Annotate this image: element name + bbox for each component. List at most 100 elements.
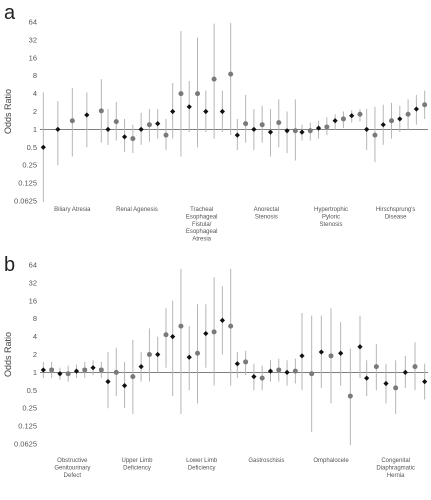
point-estimate-circle xyxy=(195,350,201,356)
point-estimate-circle xyxy=(357,111,363,117)
y-tick-label: 8 xyxy=(33,71,37,80)
point-estimate-diamond xyxy=(267,129,274,135)
category-label: Esophageal xyxy=(186,229,218,235)
point-estimate-diamond xyxy=(219,108,225,115)
y-tick-label: 0.5 xyxy=(27,143,37,152)
category-label: Obstructive xyxy=(57,458,88,464)
point-estimate-circle xyxy=(405,111,411,117)
y-axis-label: Odds Ratio xyxy=(3,89,13,134)
point-estimate-diamond xyxy=(251,373,257,380)
point-estimate-circle xyxy=(276,367,282,373)
y-tick-label: 64 xyxy=(29,261,37,270)
point-estimate-diamond xyxy=(364,375,370,381)
point-estimate-diamond xyxy=(364,126,370,132)
point-estimate-circle xyxy=(130,136,136,142)
y-tick-label: 8 xyxy=(33,314,37,323)
category-label: Hypertrophic xyxy=(314,207,348,213)
category-label: Lower Limb xyxy=(186,458,218,464)
point-estimate-diamond xyxy=(57,371,63,377)
y-tick-label: 32 xyxy=(29,278,37,287)
point-estimate-diamond xyxy=(383,380,389,387)
y-tick-label: 2 xyxy=(33,107,37,116)
point-estimate-diamond xyxy=(380,122,386,128)
point-estimate-circle xyxy=(422,102,428,108)
y-tick-label: 0.5 xyxy=(27,386,37,395)
point-estimate-diamond xyxy=(105,379,111,385)
panel-b: b Odds Ratio 0.0625 0.125 0.25 0.5 1 2 4 8 16 32 64 O… xyxy=(3,254,428,479)
point-estimate-diamond xyxy=(138,126,144,132)
point-estimate-diamond xyxy=(284,128,290,134)
point-estimate-diamond xyxy=(73,368,80,374)
point-estimate-diamond xyxy=(397,116,403,122)
point-estimate-circle xyxy=(292,368,298,374)
category-label: Deficiency xyxy=(123,465,151,471)
category-label: Genitourinary xyxy=(54,465,90,471)
point-estimate-circle xyxy=(178,323,184,329)
point-estimate-circle xyxy=(69,118,75,124)
point-estimate-diamond xyxy=(413,106,419,112)
point-estimate-circle xyxy=(259,375,265,381)
point-estimate-circle xyxy=(259,122,265,128)
point-estimate-circle xyxy=(228,71,234,77)
point-estimate-circle xyxy=(372,132,378,138)
point-estimate-circle xyxy=(82,367,88,373)
point-estimate-diamond xyxy=(299,353,305,359)
point-estimate-diamond xyxy=(357,344,363,350)
point-estimate-diamond xyxy=(121,382,128,389)
point-estimate-diamond xyxy=(186,354,192,360)
point-estimate-diamond xyxy=(219,317,225,323)
point-estimate-circle xyxy=(65,371,71,377)
point-estimate-circle xyxy=(98,108,104,114)
panel-letter: a xyxy=(4,2,16,24)
category-label: Upper Limb xyxy=(121,458,153,464)
y-tick-label: 2 xyxy=(33,350,37,359)
point-estimate-circle xyxy=(195,91,201,97)
point-estimate-circle xyxy=(347,393,353,399)
category-label: Pyloric xyxy=(322,214,340,220)
point-estimate-diamond xyxy=(186,104,192,110)
point-estimate-diamond xyxy=(267,368,274,374)
y-tick-label: 0.125 xyxy=(18,422,37,431)
point-estimate-diamond xyxy=(84,112,90,118)
category-label: Omphalocele xyxy=(313,458,349,464)
point-estimate-diamond xyxy=(121,134,128,140)
group: Renal Agenesis xyxy=(105,101,169,213)
category-label: Stenosis xyxy=(319,222,342,228)
point-estimate-diamond xyxy=(105,126,111,132)
point-estimate-diamond xyxy=(338,350,344,356)
point-estimate-circle xyxy=(243,359,249,365)
point-estimate-diamond xyxy=(234,132,240,138)
category-label: Congenital xyxy=(381,458,410,464)
category-label: Tracheal xyxy=(190,207,213,213)
point-estimate-circle xyxy=(146,352,152,357)
point-estimate-circle xyxy=(393,385,399,391)
y-tick-label: 4 xyxy=(33,332,37,341)
category-label: Hirschsprung's xyxy=(376,207,416,213)
point-estimate-diamond xyxy=(332,118,338,124)
y-tick-label: 16 xyxy=(29,53,37,62)
point-estimate-diamond xyxy=(155,351,161,358)
point-estimate-circle xyxy=(340,116,346,122)
point-estimate-circle xyxy=(309,371,315,377)
point-estimate-circle xyxy=(130,374,136,380)
y-tick-label: 1 xyxy=(33,125,37,134)
category-label: Disease xyxy=(385,214,407,220)
y-tick-label: 1 xyxy=(33,368,37,377)
point-estimate-circle xyxy=(328,353,334,359)
category-label: Fistula/ xyxy=(192,222,212,228)
point-estimate-diamond xyxy=(251,126,257,132)
point-estimate-circle xyxy=(292,128,298,134)
point-estimate-circle xyxy=(163,132,169,138)
point-estimate-diamond xyxy=(349,113,355,119)
panel-letter: b xyxy=(4,254,15,276)
category-label: Defect xyxy=(64,473,82,479)
point-estimate-circle xyxy=(178,91,184,97)
point-estimate-circle xyxy=(49,367,55,373)
